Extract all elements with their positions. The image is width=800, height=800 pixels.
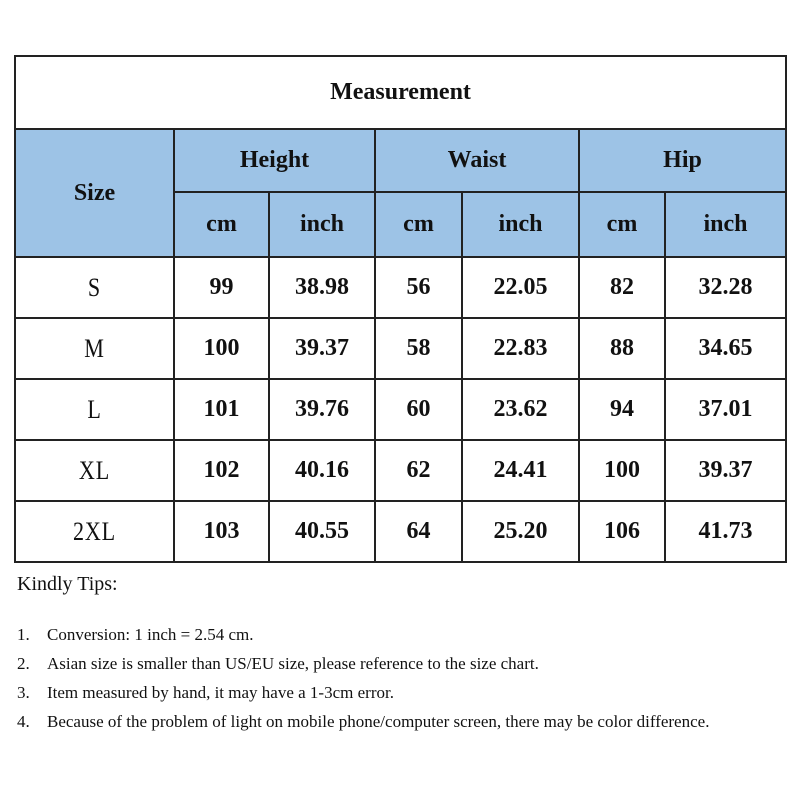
value-cell: 103 <box>173 500 270 563</box>
table-row: L 101 39.76 60 23.62 94 37.01 <box>15 378 788 441</box>
tip-item: 2. Asian size is smaller than US/EU size,… <box>17 649 792 678</box>
value-cell: 41.73 <box>663 500 788 563</box>
value-cell: 38.98 <box>268 256 376 319</box>
value-cell: 56 <box>374 256 463 319</box>
value-cell: 34.65 <box>663 317 788 380</box>
value-cell: 23.62 <box>461 378 580 441</box>
waist-header: Waist <box>374 128 580 193</box>
size-cell: S <box>26 256 163 319</box>
size-cell: XL <box>26 439 163 502</box>
tip-number: 3. <box>17 683 30 702</box>
value-cell: 37.01 <box>663 378 788 441</box>
value-cell: 100 <box>578 439 666 502</box>
value-cell: 40.16 <box>268 439 376 502</box>
value-cell: 94 <box>578 378 666 441</box>
tip-text: Conversion: 1 inch = 2.54 cm. <box>47 625 254 644</box>
value-cell: 101 <box>173 378 270 441</box>
size-cell: 2XL <box>26 500 163 563</box>
tips-list: 1. Conversion: 1 inch = 2.54 cm. 2. Asian s… <box>17 620 792 736</box>
table-row: 2XL 103 40.55 64 25.20 106 41.73 <box>15 500 788 563</box>
tip-number: 2. <box>17 654 30 673</box>
tip-text: Asian size is smaller than US/EU size, p… <box>47 654 539 673</box>
value-cell: 40.55 <box>268 500 376 563</box>
value-cell: 60 <box>374 378 463 441</box>
size-cell: M <box>26 317 163 380</box>
value-cell: 82 <box>578 256 666 319</box>
value-cell: 22.83 <box>461 317 580 380</box>
size-chart-table: Measurement Size Height Waist Hip cm inc… <box>13 55 788 563</box>
table-row: S 99 38.98 56 22.05 82 32.28 <box>15 256 788 319</box>
size-header: Size <box>14 128 175 258</box>
unit-header: inch <box>461 191 580 258</box>
value-cell: 100 <box>173 317 270 380</box>
tips-heading: Kindly Tips: <box>17 573 118 595</box>
value-cell: 39.76 <box>268 378 376 441</box>
unit-header: inch <box>663 191 788 258</box>
unit-header: inch <box>268 191 376 258</box>
value-cell: 39.37 <box>663 439 788 502</box>
tip-number: 4. <box>17 712 30 731</box>
value-cell: 25.20 <box>461 500 580 563</box>
value-cell: 32.28 <box>663 256 788 319</box>
table-title: Measurement <box>13 55 788 130</box>
height-header: Height <box>173 128 376 193</box>
table-row: XL 102 40.16 62 24.41 100 39.37 <box>15 439 788 502</box>
unit-header: cm <box>173 191 270 258</box>
value-cell: 99 <box>173 256 270 319</box>
tip-item: 4. Because of the problem of light on mob… <box>17 707 792 736</box>
value-cell: 106 <box>578 500 666 563</box>
unit-header: cm <box>374 191 463 258</box>
size-cell: L <box>26 378 163 441</box>
unit-header: cm <box>578 191 666 258</box>
value-cell: 24.41 <box>461 439 580 502</box>
value-cell: 62 <box>374 439 463 502</box>
hip-header: Hip <box>577 128 788 193</box>
tip-text: Item measured by hand, it may have a 1-3… <box>47 683 394 702</box>
value-cell: 58 <box>374 317 463 380</box>
tip-item: 1. Conversion: 1 inch = 2.54 cm. <box>17 620 792 649</box>
tip-number: 1. <box>17 625 30 644</box>
table-row: M 100 39.37 58 22.83 88 34.65 <box>15 317 788 380</box>
value-cell: 22.05 <box>461 256 580 319</box>
tip-text: Because of the problem of light on mobil… <box>47 712 710 731</box>
tip-item: 3. Item measured by hand, it may have a 1… <box>17 678 792 707</box>
value-cell: 39.37 <box>268 317 376 380</box>
value-cell: 102 <box>173 439 270 502</box>
value-cell: 64 <box>374 500 463 563</box>
value-cell: 88 <box>578 317 666 380</box>
